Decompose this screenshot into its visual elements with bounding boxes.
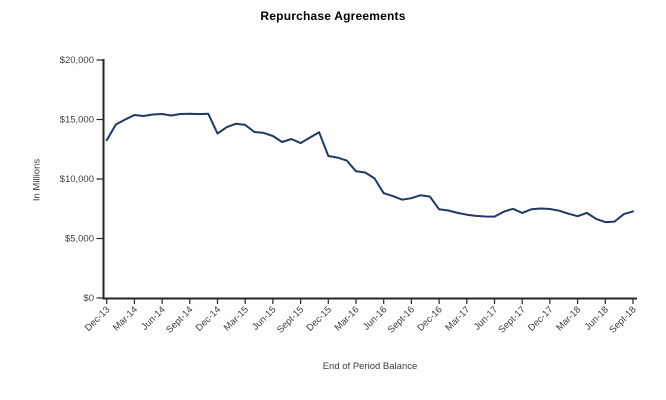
x-tick-label: Dec-17	[526, 304, 555, 333]
x-tick-label: Dec-13	[83, 304, 112, 333]
y-tick-label: $5,000	[65, 234, 94, 245]
x-tick-label: Dec-16	[415, 304, 444, 333]
x-tick-label: Sept-16	[386, 304, 417, 335]
x-tick-label: Sept-14	[164, 304, 195, 335]
x-tick-label: Sept-15	[275, 304, 306, 335]
y-tick-label: $20,000	[60, 55, 94, 66]
x-tick-label: Mar-16	[333, 304, 362, 333]
x-tick-label: Mar-17	[443, 304, 472, 333]
x-tick-label: Dec-14	[194, 304, 223, 333]
x-tick-label: Sept-18	[607, 304, 638, 335]
y-tick-label: $0	[83, 293, 94, 304]
y-tick-label: $15,000	[60, 115, 94, 126]
x-tick-label: Mar-18	[554, 304, 583, 333]
x-tick-label: Mar-15	[222, 304, 251, 333]
x-tick-label: Mar-14	[111, 304, 140, 333]
x-tick-label: Dec-15	[304, 304, 333, 333]
series-line	[105, 112, 634, 224]
x-axis-title: End of Period Balance	[322, 361, 418, 372]
y-tick-label: $10,000	[60, 174, 94, 185]
chart-title: Repurchase Agreements	[260, 9, 406, 23]
x-tick-label: Sept-17	[497, 304, 528, 335]
